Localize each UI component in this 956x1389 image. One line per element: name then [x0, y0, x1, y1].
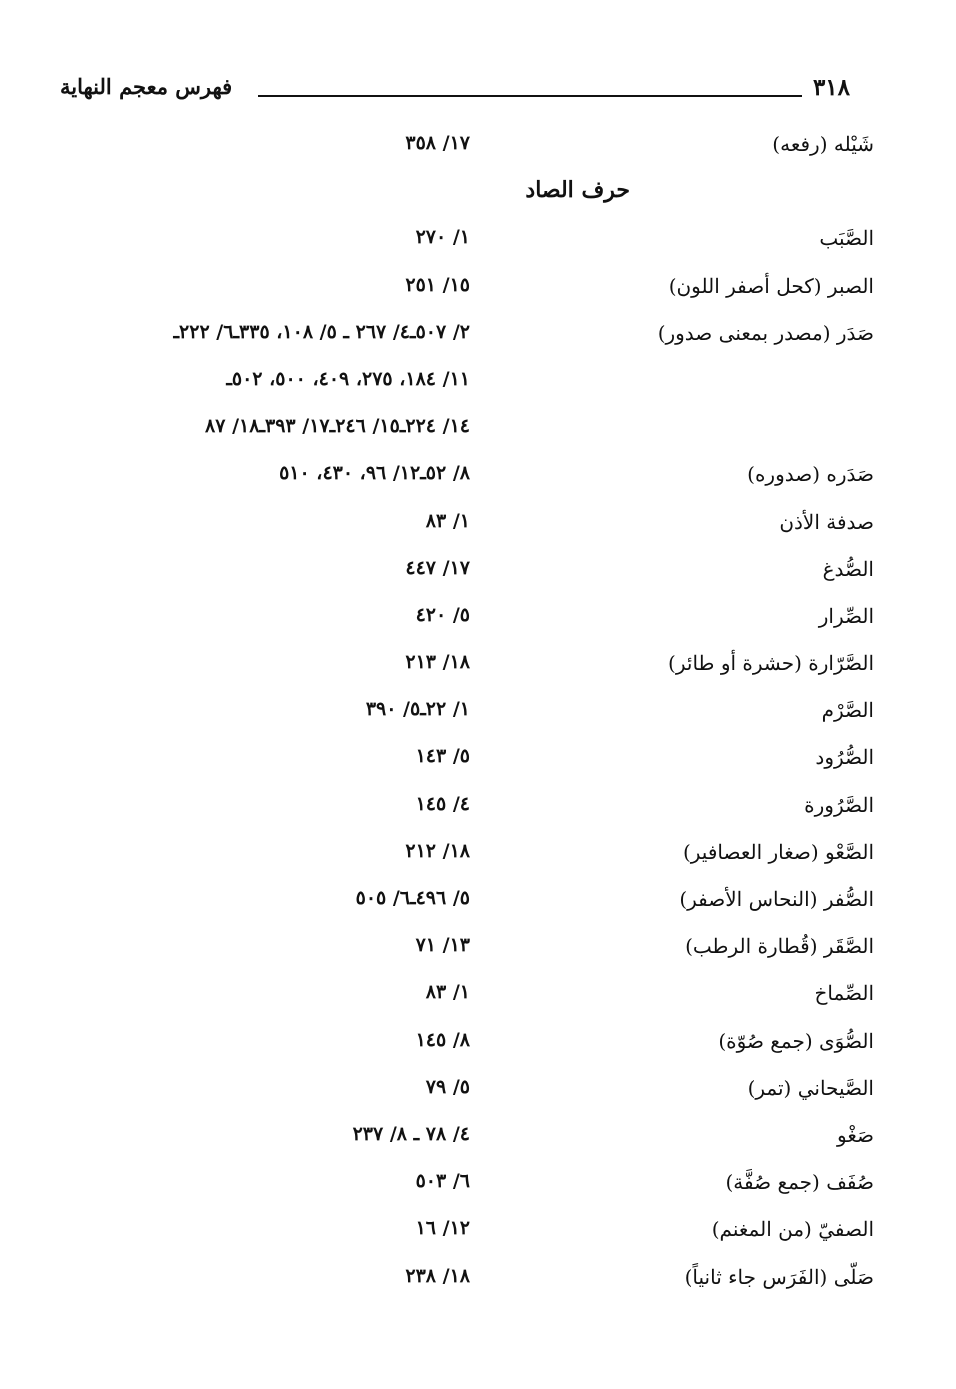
section-heading: حرف الصاد	[0, 171, 956, 218]
header-rule	[258, 95, 802, 97]
entry-references: ٢/ ٥٠٧ـ٤/ ٢٦٧ ـ ٥/ ١٠٨، ٣٣٥ـ٦/ ٢٢٢ـ	[173, 320, 470, 343]
index-entry: الصَّبَب ١/ ٢٧٠	[0, 218, 956, 265]
entry-term: الصِّرار	[818, 603, 874, 628]
index-entry: ١١/ ١٨٤، ٢٧٥، ٤٠٩، ٥٠٠، ٥٠٢ـ	[0, 360, 956, 407]
entry-term: صُفَف (جمع صُفَّة)	[725, 1170, 874, 1195]
entry-references: ١/ ٨٣	[425, 981, 470, 1004]
index-entry: الصُّدغ ١٧/ ٤٤٧	[0, 549, 956, 596]
index-entry: الصَّرُورة ٤/ ١٤٥	[0, 785, 956, 832]
index-entry: الصُّوَى (جمع صُوّة) ٨/ ١٤٥	[0, 1021, 956, 1068]
entry-references: ١٨/ ٢٣٨	[405, 1264, 470, 1287]
entry-term: صَدَره (صدوره)	[747, 462, 874, 487]
entry-references: ٥/ ٤٢٠	[415, 603, 470, 626]
entry-term: الصَّقَر (قُطارة الرطب)	[685, 934, 874, 959]
entry-term: شَيْله (رفعه)	[772, 132, 874, 156]
section-heading-text: حرف الصاد	[525, 177, 630, 204]
index-entry: الصبر (كحل أصفر اللون) ١٥/ ٢٥١	[0, 266, 956, 313]
entry-references: ١٣/ ٧١	[415, 934, 470, 957]
index-entry: صَدَره (صدوره) ٨/ ٥٢ـ١٢/ ٩٦، ٤٣٠، ٥١٠	[0, 454, 956, 501]
entry-term: صَلّى (الفَرَس جاء ثانياً)	[684, 1264, 874, 1289]
index-entry: الصَّرْم ١/ ٢٢ـ٥/ ٣٩٠	[0, 690, 956, 737]
index-entry: الصَّعْو (صغار العصافير) ١٨/ ٢١٢	[0, 832, 956, 879]
index-entry: الصِّرار ٥/ ٤٢٠	[0, 596, 956, 643]
entry-references: ٤/ ١٤٥	[415, 792, 470, 815]
entry-term: الصَّيحاني (تمر)	[747, 1075, 874, 1100]
entry-references: ٥/ ٧٩	[425, 1075, 470, 1098]
index-entry: صَدَر (مصدر بمعنى صدور) ٢/ ٥٠٧ـ٤/ ٢٦٧ ـ ٥…	[0, 313, 956, 360]
entry-references: ٦/ ٥٠٣	[415, 1170, 470, 1193]
page-number: ٣١٨	[812, 74, 850, 101]
index-entry: ١٤/ ٢٢٤ـ١٥/ ٢٤٦ـ١٧/ ٣٩٣ـ١٨/ ٨٧	[0, 407, 956, 454]
index-entry: الصُّفر (النحاس الأصفر) ٥/ ٤٩٦ـ٦/ ٥٠٥	[0, 879, 956, 926]
index-entry: الصُّرُود ٥/ ١٤٣	[0, 737, 956, 784]
entry-term: الصبر (كحل أصفر اللون)	[668, 273, 874, 298]
index-entry: صدفة الأذن ١/ ٨٣	[0, 502, 956, 549]
entry-term: الصُّوَى (جمع صُوّة)	[718, 1028, 874, 1053]
entry-term: صدفة الأذن	[779, 509, 874, 534]
entry-term: الصُّفر (النحاس الأصفر)	[679, 887, 874, 911]
page-header: ٣١٨ فهرس معجم النهاية	[60, 74, 850, 114]
entry-references: ١/ ٨٣	[425, 509, 470, 532]
index-entry: صَلّى (الفَرَس جاء ثانياً) ١٨/ ٢٣٨	[0, 1257, 956, 1304]
entry-term: الصَّرّارة (حشرة أو طائر)	[668, 651, 874, 676]
index-entry: الصَّقَر (قُطارة الرطب) ١٣/ ٧١	[0, 926, 956, 973]
index-entry: صُفَف (جمع صُفَّة) ٦/ ٥٠٣	[0, 1162, 956, 1209]
entry-term: الصَّبَب	[819, 226, 874, 251]
entry-references: ١٤/ ٢٢٤ـ١٥/ ٢٤٦ـ١٧/ ٣٩٣ـ١٨/ ٨٧	[205, 415, 470, 438]
entry-term: الصِّماخ	[814, 981, 874, 1006]
index-list: شَيْله (رفعه) ١٧/ ٣٥٨ حرف الصاد الصَّبَب ١/ …	[0, 124, 956, 1304]
index-entry: صَغْو ٤/ ٧٨ ـ ٨/ ٢٣٧	[0, 1115, 956, 1162]
entry-references: ١٨/ ٢١٢	[405, 839, 470, 862]
entry-references: ١/ ٢٧٠	[415, 226, 470, 249]
entry-references: ٤/ ٧٨ ـ ٨/ ٢٣٧	[352, 1122, 470, 1145]
entry-term: الصَّعْو (صغار العصافير)	[682, 839, 874, 864]
running-title: فهرس معجم النهاية	[60, 74, 233, 99]
entry-references: ١٨/ ٢١٣	[405, 651, 470, 674]
index-entry: الصِّماخ ١/ ٨٣	[0, 973, 956, 1020]
entry-references: ١٧/ ٣٥٨	[405, 132, 470, 154]
entry-references: ١٥/ ٢٥١	[405, 273, 470, 296]
entry-term: صَغْو	[837, 1122, 874, 1147]
index-entry: الصَّيحاني (تمر) ٥/ ٧٩	[0, 1068, 956, 1115]
entry-references: ١٢/ ١٦	[415, 1217, 470, 1240]
index-entry: شَيْله (رفعه) ١٧/ ٣٥٨	[0, 124, 956, 171]
entry-references: ٥/ ١٤٣	[415, 745, 470, 768]
entry-term: الصَّرُورة	[804, 792, 874, 817]
entry-references: ١١/ ١٨٤، ٢٧٥، ٤٠٩، ٥٠٠، ٥٠٢ـ	[226, 367, 470, 390]
entry-term: الصُّدغ	[822, 556, 874, 581]
index-entry: الصَّرّارة (حشرة أو طائر) ١٨/ ٢١٣	[0, 643, 956, 690]
entry-term: الصُّرُود	[815, 745, 874, 770]
entry-references: ٨/ ١٤٥	[415, 1028, 470, 1051]
entry-term: الصفيّ (من المغنم)	[711, 1217, 874, 1242]
entry-references: ٨/ ٥٢ـ١٢/ ٩٦، ٤٣٠، ٥١٠	[279, 462, 470, 485]
entry-references: ١/ ٢٢ـ٥/ ٣٩٠	[365, 698, 470, 721]
index-entry: الصفيّ (من المغنم) ١٢/ ١٦	[0, 1209, 956, 1256]
entry-term: الصَّرْم	[821, 698, 874, 723]
entry-term: صَدَر (مصدر بمعنى صدور)	[657, 320, 874, 345]
entry-references: ١٧/ ٤٤٧	[405, 556, 470, 579]
entry-references: ٥/ ٤٩٦ـ٦/ ٥٠٥	[355, 887, 470, 909]
